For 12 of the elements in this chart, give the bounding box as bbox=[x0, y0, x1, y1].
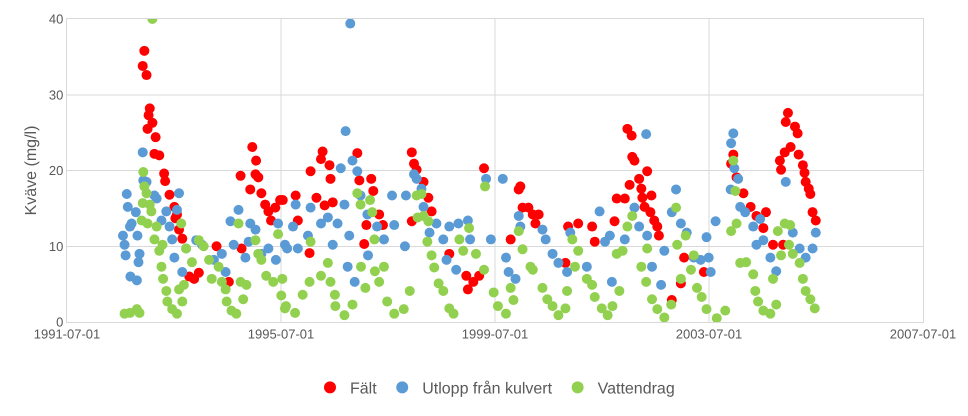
x-tick-label: 1995-07-01 bbox=[248, 326, 314, 342]
legend-label: Fält bbox=[350, 380, 378, 398]
y-tick-label: 10 bbox=[48, 238, 64, 254]
y-tick-label: 40 bbox=[48, 12, 64, 27]
legend-label: Utlopp från kulvert bbox=[422, 380, 553, 398]
y-tick-label: 30 bbox=[48, 87, 64, 102]
x-tick-label: 2003-07-01 bbox=[676, 326, 742, 342]
y-axis-title: Kväve (mg/l) bbox=[22, 126, 40, 216]
x-tick-label: 2007-07-01 bbox=[890, 326, 956, 342]
x-tick-label: 1999-07-01 bbox=[462, 326, 528, 342]
legend-label: Vattendrag bbox=[598, 380, 675, 398]
y-tick-label: 20 bbox=[48, 163, 64, 178]
